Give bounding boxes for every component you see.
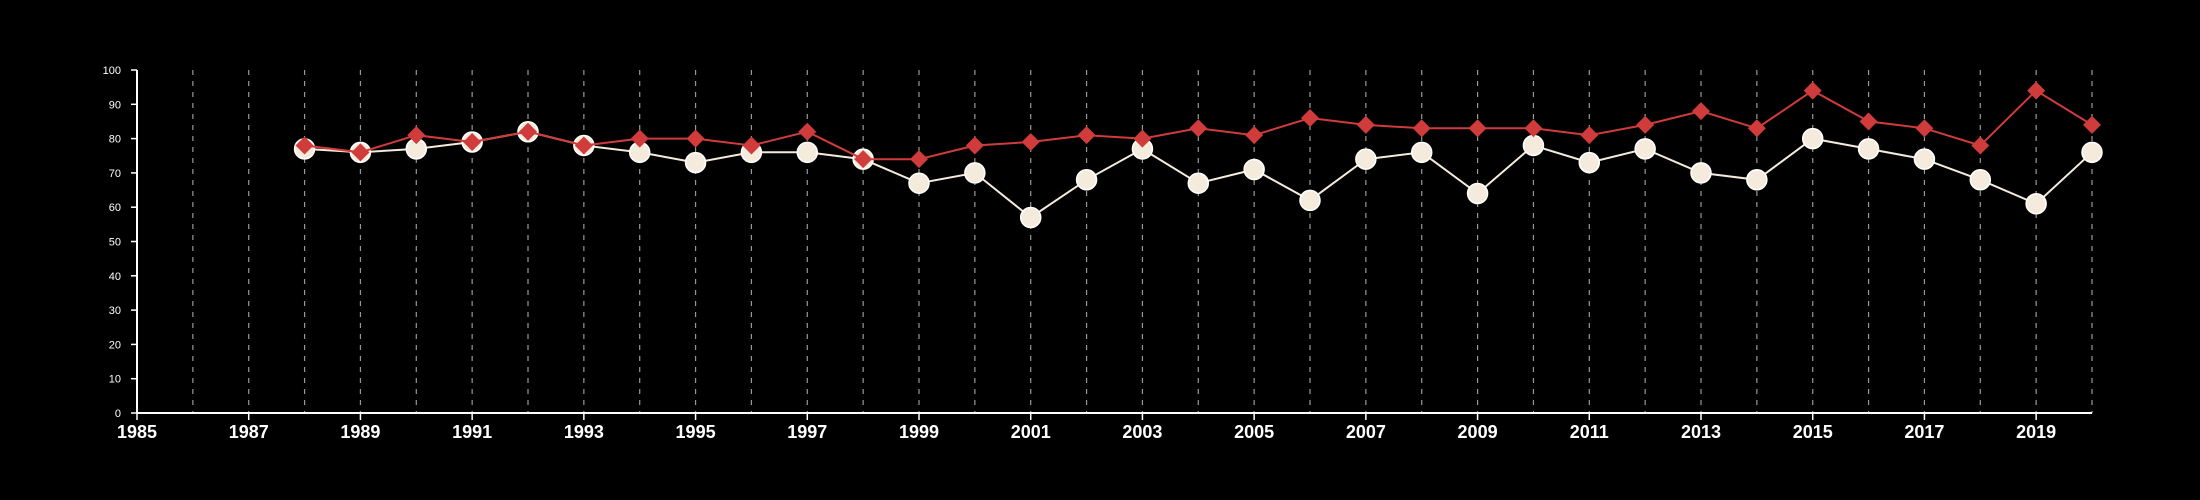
y-tick-label: 10 xyxy=(109,374,121,386)
y-tick-label: 20 xyxy=(109,339,121,351)
series-2-point-2001 xyxy=(1021,133,1040,152)
series-2-point-2007 xyxy=(1356,115,1375,134)
y-tick-label: 70 xyxy=(109,168,121,180)
series-2-point-2014 xyxy=(1747,119,1766,138)
series-1-point-2014 xyxy=(1746,169,1768,191)
x-tick-label: 2015 xyxy=(1793,422,1833,442)
series-1-point-2018 xyxy=(1969,169,1992,191)
series-2-point-1997 xyxy=(798,122,817,141)
series-1-point-2004 xyxy=(1187,172,1210,194)
series-2-point-2009 xyxy=(1468,119,1487,138)
series-1-point-1999 xyxy=(908,172,930,194)
series-2-point-1991 xyxy=(463,133,482,152)
series-1-point-1995 xyxy=(684,151,707,174)
series-2-point-2005 xyxy=(1245,126,1264,145)
x-tick-label: 1993 xyxy=(564,422,604,442)
series-1-point-2019 xyxy=(2025,193,2047,215)
y-tick-label: 50 xyxy=(109,237,121,249)
series-2-point-2000 xyxy=(965,136,984,155)
series-1-point-2011 xyxy=(1578,151,1601,174)
y-axis-ticks: 0 10 20 30 40 50 60 70 80 90 100 xyxy=(103,65,137,420)
x-tick-label: 2019 xyxy=(2016,422,2056,442)
series-1-point-2016 xyxy=(1857,138,1880,160)
x-tick-label: 2005 xyxy=(1234,422,1274,442)
series-2-point-2016 xyxy=(1859,112,1878,131)
series-2-point-1989 xyxy=(351,143,370,162)
series-2-point-2020 xyxy=(2083,115,2101,134)
x-tick-label: 2001 xyxy=(1011,422,1051,442)
series-1-point-2013 xyxy=(1690,162,1712,184)
x-tick-label: 1991 xyxy=(452,422,492,442)
x-tick-label: 1989 xyxy=(340,422,380,442)
series-2-point-1990 xyxy=(407,126,426,145)
x-axis-ticks: 1985 1987 1989 1991 1993 1995 1997 1999 2001 2003… xyxy=(117,413,2056,442)
series-2 xyxy=(295,81,2101,169)
series-1-point-2010 xyxy=(1522,134,1545,157)
series-1-point-2001 xyxy=(1019,206,1042,229)
series-2-point-2018 xyxy=(1971,136,1990,155)
series-2-point-1994 xyxy=(630,129,649,148)
x-tick-label: 2007 xyxy=(1346,422,1386,442)
series-2-point-2019 xyxy=(2027,81,2046,100)
series-2-point-1996 xyxy=(742,136,761,155)
x-tick-label: 1999 xyxy=(899,422,939,442)
series-2-point-1995 xyxy=(686,129,705,148)
series-2-point-2008 xyxy=(1412,119,1431,138)
series-1-point-2009 xyxy=(1466,182,1489,205)
x-tick-label: 2017 xyxy=(1904,422,1944,442)
x-tick-label: 2011 xyxy=(1570,422,1609,442)
series-1-point-2006 xyxy=(1299,189,1321,212)
series-1-point-2008 xyxy=(1410,141,1433,164)
series-layer xyxy=(293,81,2103,229)
series-1-point-2005 xyxy=(1243,158,1265,181)
series-2-point-2010 xyxy=(1524,119,1543,138)
y-tick-label: 80 xyxy=(109,134,121,146)
y-tick-label: 30 xyxy=(109,305,121,317)
series-2-point-2002 xyxy=(1077,126,1096,145)
x-tick-label: 2003 xyxy=(1122,422,1162,442)
series-2-point-1999 xyxy=(910,150,928,169)
x-tick-label: 2013 xyxy=(1681,422,1721,442)
x-tick-label: 1987 xyxy=(229,422,269,442)
series-1-point-1997 xyxy=(796,141,819,164)
series-1-point-2007 xyxy=(1355,148,1377,170)
series-1-point-2012 xyxy=(1634,138,1656,160)
series-2-point-2003 xyxy=(1133,129,1152,148)
series-2-point-2012 xyxy=(1636,115,1655,134)
x-tick-label: 1995 xyxy=(676,422,716,442)
y-tick-label: 90 xyxy=(109,99,121,111)
y-tick-label: 0 xyxy=(115,408,121,420)
series-1-point-2000 xyxy=(964,162,986,184)
series-1-point-2015 xyxy=(1801,127,1824,150)
series-2-point-2004 xyxy=(1189,119,1208,138)
y-tick-label: 60 xyxy=(109,202,121,214)
series-2-point-1988 xyxy=(295,136,314,155)
series-2-point-1993 xyxy=(574,136,593,155)
series-2-point-2006 xyxy=(1301,109,1319,128)
series-1-point-2002 xyxy=(1075,169,1098,191)
x-tick-label: 1985 xyxy=(117,422,157,442)
y-tick-label: 40 xyxy=(109,271,121,283)
x-tick-label: 1997 xyxy=(787,422,827,442)
series-1 xyxy=(293,120,2103,229)
series-2-point-1998 xyxy=(854,150,873,169)
series-2-point-2017 xyxy=(1915,119,1934,138)
y-tick-label: 100 xyxy=(103,65,121,77)
series-2-point-2011 xyxy=(1580,126,1599,145)
series-2-point-2015 xyxy=(1803,81,1822,100)
series-1-point-2020 xyxy=(2081,141,2103,164)
series-2-point-1992 xyxy=(519,122,537,141)
series-1-point-2017 xyxy=(1913,148,1936,170)
x-tick-label: 2009 xyxy=(1458,422,1498,442)
series-2-point-2013 xyxy=(1692,102,1710,121)
